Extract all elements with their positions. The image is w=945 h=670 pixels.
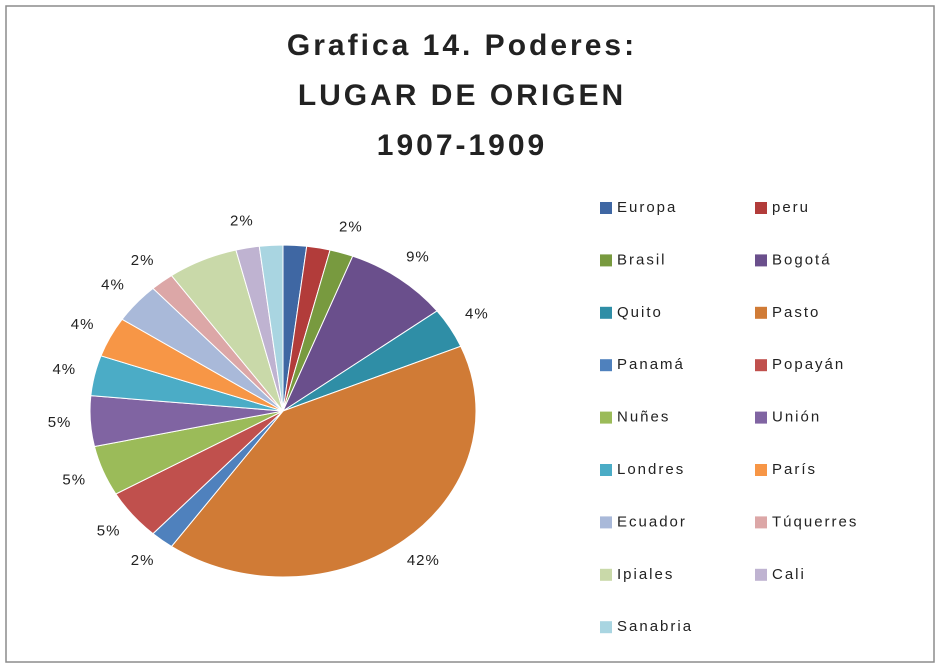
legend-swatch — [755, 516, 767, 529]
legend-label: Popayán — [772, 356, 845, 373]
legend-swatch — [600, 202, 612, 214]
legend-swatch — [600, 411, 612, 424]
legend-label: Túquerres — [772, 513, 858, 530]
data-label: 9% — [406, 248, 430, 265]
legend-swatch — [600, 359, 612, 372]
data-label: 2% — [131, 252, 155, 269]
data-label: 5% — [48, 414, 72, 431]
data-label: 42% — [407, 552, 440, 569]
legend-label: Bogotá — [772, 251, 832, 268]
legend-label: Quito — [617, 304, 663, 321]
legend-swatch — [755, 254, 767, 267]
legend-swatch — [600, 464, 612, 476]
data-label: 4% — [101, 277, 125, 294]
pie-slice — [281, 255, 438, 413]
data-label: 4% — [52, 361, 76, 378]
legend-label: Europa — [617, 199, 677, 216]
legend-label: París — [772, 461, 817, 478]
legend-swatch — [600, 516, 612, 529]
legend-swatch — [755, 359, 767, 372]
data-label: 2% — [339, 218, 363, 235]
legend-swatch — [600, 254, 612, 267]
legend-swatch — [600, 621, 612, 634]
legend-swatch — [755, 568, 767, 581]
legend-label: Unión — [772, 409, 821, 426]
legend-label: Pasto — [772, 304, 820, 321]
data-label: 5% — [97, 523, 121, 540]
legend-swatch — [755, 306, 767, 319]
pie-slice — [258, 244, 284, 412]
legend-label: Ipiales — [617, 566, 674, 583]
legend-swatch — [755, 202, 767, 214]
data-label: 5% — [62, 472, 86, 489]
legend-label: Londres — [617, 461, 685, 478]
legend-swatch — [600, 568, 612, 581]
legend-label: Ecuador — [617, 513, 687, 530]
chart-title: LUGAR DE ORIGEN — [298, 79, 626, 112]
data-label: 2% — [131, 552, 155, 569]
pie-slice — [170, 345, 477, 578]
legend-label: Panamá — [617, 356, 685, 373]
data-label: 2% — [230, 213, 254, 230]
data-label: 4% — [71, 316, 95, 333]
legend-label: Nuñes — [617, 409, 670, 426]
legend-swatch — [600, 306, 612, 319]
chart-title: Grafica 14. Poderes: — [287, 29, 637, 62]
legend-label: Sanabria — [617, 618, 693, 635]
legend-swatch — [755, 411, 767, 424]
legend-label: Brasil — [617, 251, 667, 268]
chart-title: 1907-1909 — [377, 129, 547, 162]
legend-label: Cali — [772, 566, 806, 583]
legend-label: peru — [772, 199, 810, 216]
legend-swatch — [755, 464, 767, 476]
data-label: 4% — [465, 306, 489, 323]
